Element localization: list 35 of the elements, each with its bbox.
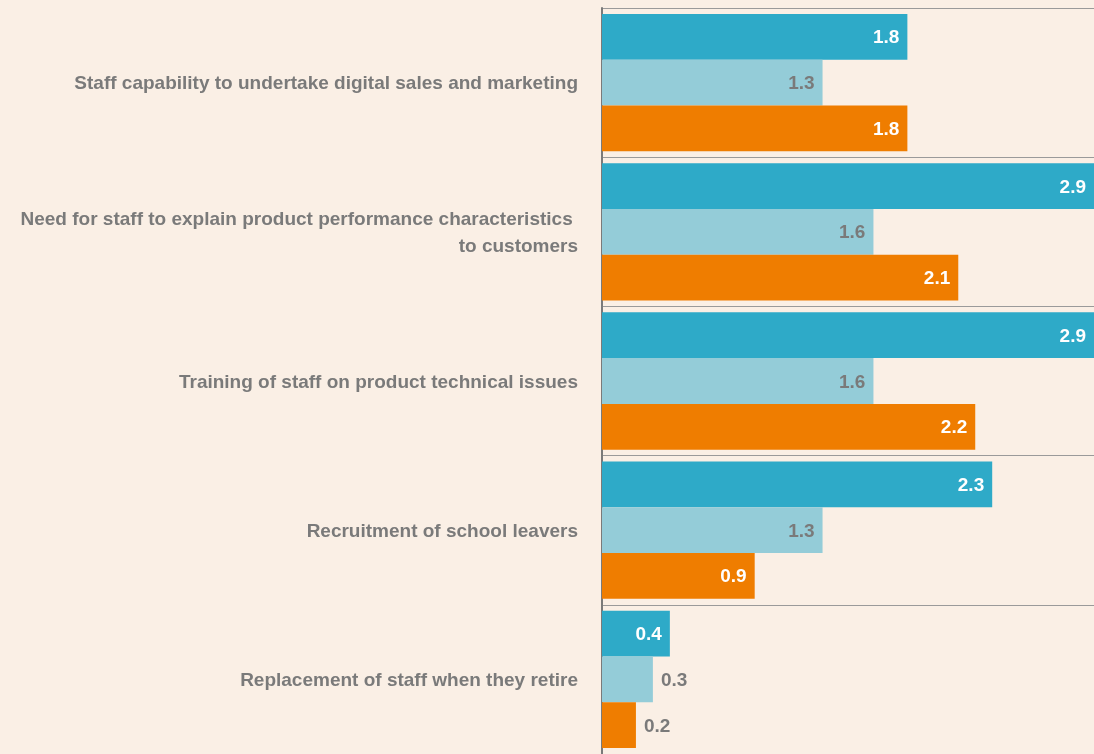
bar (602, 656, 653, 703)
data-label: 0.4 (635, 623, 663, 645)
data-label: 2.9 (1059, 175, 1086, 197)
y-tick-label: Recruitment of school leavers (306, 519, 578, 541)
bar (602, 163, 1094, 209)
data-label: 1.6 (839, 370, 866, 392)
data-label: 1.3 (788, 519, 815, 541)
bar (602, 105, 908, 152)
data-label: 1.6 (839, 221, 866, 243)
bar (602, 553, 755, 599)
bar (602, 507, 823, 554)
data-label: 2.2 (940, 416, 968, 438)
bar (602, 254, 959, 301)
data-label: 0.2 (643, 714, 671, 736)
data-label: 0.9 (720, 565, 747, 587)
data-label: 1.8 (872, 117, 900, 139)
bar (602, 59, 823, 106)
bar (602, 13, 908, 60)
bar (602, 312, 1094, 359)
y-tick-label: Staff capability to undertake digital sales and marketing (74, 72, 578, 94)
y-tick-label: Replacement of staff when they retire (240, 668, 578, 690)
bar (602, 358, 874, 404)
bar (602, 610, 670, 657)
bar (602, 208, 874, 255)
data-label: 1.3 (788, 72, 815, 94)
bar (602, 702, 636, 749)
bar (602, 461, 993, 508)
y-tick-label: Training of staff on product technical issues (178, 370, 578, 392)
data-label: 1.8 (872, 26, 900, 48)
y-tick-label: Need for staff to explain product performance characteristics to customers (20, 207, 578, 256)
data-label: 0.3 (660, 668, 688, 690)
data-label: 2.9 (1059, 324, 1086, 346)
data-label: 2.3 (957, 473, 985, 495)
bar (602, 403, 976, 450)
data-label: 2.1 (923, 267, 951, 289)
